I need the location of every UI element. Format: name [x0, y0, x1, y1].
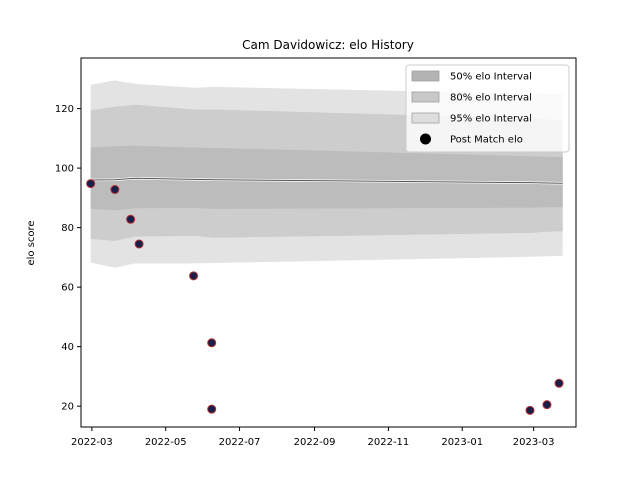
- mean-elo-line: [90, 177, 563, 184]
- legend-label: 50% elo Interval: [450, 72, 532, 83]
- post-match-point-2: [110, 185, 120, 195]
- x-tick-label: 2023-01: [441, 437, 483, 448]
- legend-swatch-band: [411, 70, 440, 82]
- legend-swatch-band: [411, 91, 440, 103]
- x-tick-label: 2022-03: [71, 437, 113, 448]
- y-axis-label: elo score: [26, 220, 37, 265]
- y-tick-label: 60: [61, 283, 74, 294]
- legend-label: 95% elo Interval: [450, 114, 532, 125]
- y-tick-label: 120: [55, 104, 74, 115]
- post-match-point-9: [542, 400, 552, 410]
- post-match-point-10: [554, 378, 564, 388]
- y-tick-label: 100: [55, 164, 74, 175]
- legend: 50% elo Interval 80% elo Interval 95% elo …: [405, 64, 570, 153]
- x-tick-label: 2022-09: [294, 437, 336, 448]
- legend-box: [405, 64, 570, 153]
- post-match-points: [86, 179, 564, 415]
- legend-label: 80% elo Interval: [450, 93, 532, 104]
- post-match-point-7: [207, 404, 217, 414]
- y-axis: 20 40 60 80 100 120: [55, 104, 81, 413]
- x-axis: 2022-03 2022-05 2022-07 2022-09 2022-11 2023-…: [71, 427, 555, 448]
- post-match-point-3: [126, 214, 136, 224]
- x-tick-label: 2022-05: [145, 437, 187, 448]
- y-tick-label: 40: [61, 342, 74, 353]
- x-tick-label: 2022-11: [368, 437, 410, 448]
- legend-label: Post Match elo: [450, 135, 523, 146]
- x-tick-label: 2022-07: [219, 437, 261, 448]
- y-tick-label: 20: [61, 402, 74, 413]
- post-match-point-1: [86, 179, 96, 189]
- post-match-point-8: [525, 405, 535, 415]
- chart-title: Cam Davidowicz: elo History: [242, 38, 414, 52]
- post-match-point-6: [207, 338, 217, 348]
- legend-swatch-band: [411, 112, 440, 124]
- x-tick-label: 2023-03: [513, 437, 555, 448]
- plot-frame: [80, 57, 577, 428]
- mean-line-group: [90, 176, 563, 185]
- band-50-percent: [90, 145, 563, 211]
- y-tick-label: 80: [61, 223, 74, 234]
- post-match-point-4: [134, 239, 144, 249]
- post-match-point-5: [189, 271, 199, 281]
- legend-swatch-dot: [420, 133, 431, 145]
